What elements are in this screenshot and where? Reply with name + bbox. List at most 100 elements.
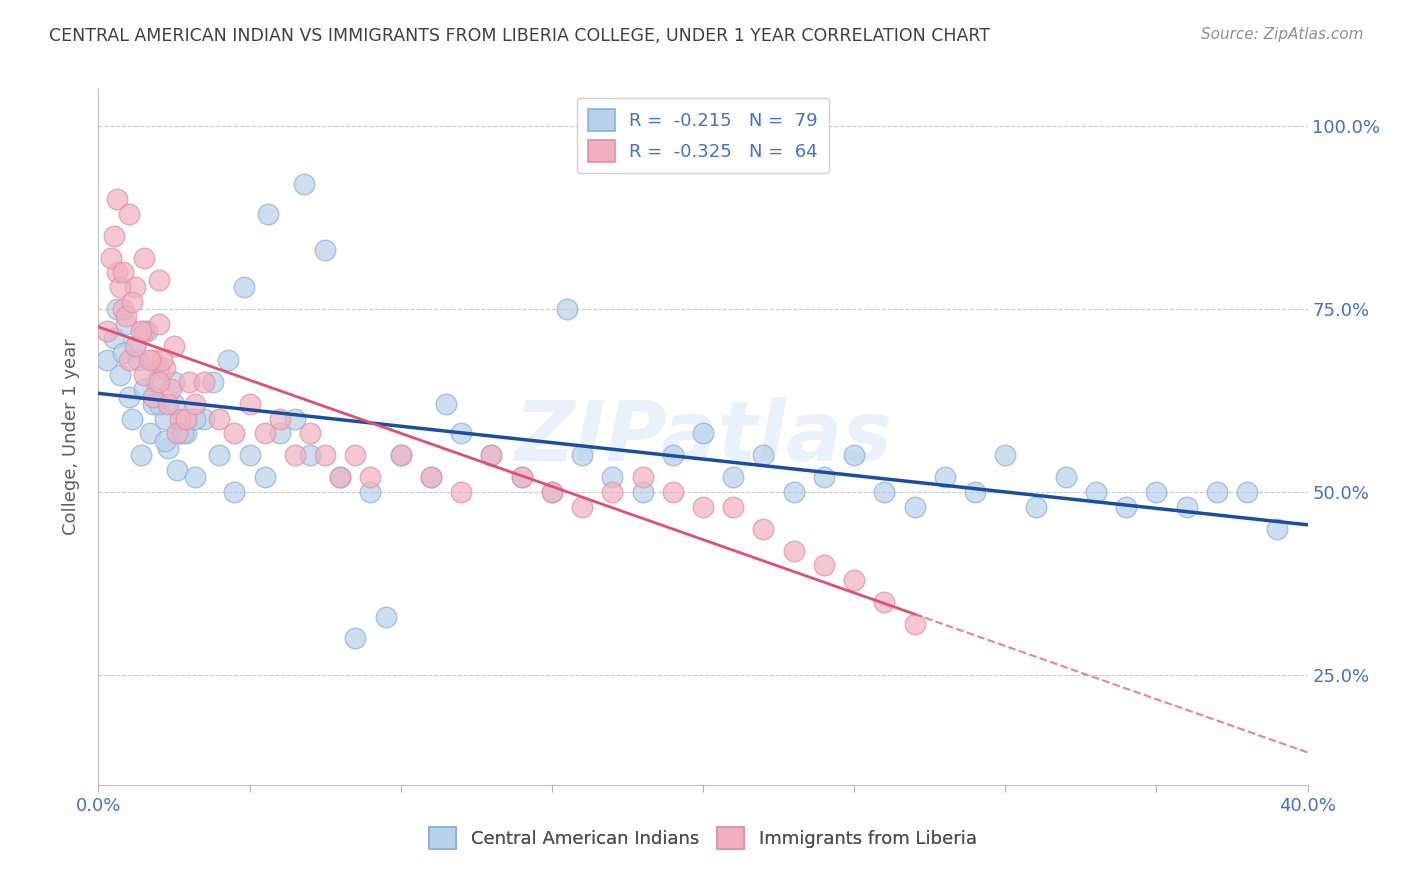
Point [844,449,866,463]
Point [813,470,835,484]
Point [555,301,578,316]
Point [450,426,472,441]
Point [1115,500,1137,514]
Point [873,595,896,609]
Point [124,280,146,294]
Point [160,383,183,397]
Text: CENTRAL AMERICAN INDIAN VS IMMIGRANTS FROM LIBERIA COLLEGE, UNDER 1 YEAR CORRELA: CENTRAL AMERICAN INDIAN VS IMMIGRANTS FR… [49,27,990,45]
Point [121,411,143,425]
Point [374,609,396,624]
Point [148,360,170,375]
Point [329,470,352,484]
Point [193,411,215,425]
Point [139,353,162,368]
Point [111,346,134,360]
Point [284,411,307,425]
Point [692,500,714,514]
Point [510,470,533,484]
Point [284,449,307,463]
Point [129,324,152,338]
Point [156,441,179,455]
Point [269,426,291,441]
Point [783,485,806,500]
Point [217,353,239,368]
Point [114,310,136,324]
Point [135,324,157,338]
Y-axis label: College, Under 1 year: College, Under 1 year [62,339,80,535]
Point [510,470,533,484]
Point [105,301,128,316]
Point [142,397,165,411]
Point [256,207,278,221]
Text: ZIPatlas: ZIPatlas [515,397,891,477]
Point [103,331,125,345]
Point [100,251,122,265]
Point [163,397,186,411]
Point [184,470,207,484]
Legend: Central American Indians, Immigrants from Liberia: Central American Indians, Immigrants fro… [422,820,984,856]
Point [1144,485,1167,500]
Point [360,485,382,500]
Point [124,338,146,352]
Point [174,426,197,441]
Point [114,317,136,331]
Point [1024,500,1046,514]
Point [661,485,683,500]
Point [96,353,118,368]
Point [153,434,176,448]
Point [631,485,654,500]
Point [179,375,201,389]
Point [752,449,775,463]
Point [184,411,207,425]
Point [118,353,141,368]
Point [571,449,593,463]
Text: Source: ZipAtlas.com: Source: ZipAtlas.com [1201,27,1364,42]
Point [145,375,167,389]
Point [103,228,125,243]
Point [692,426,714,441]
Point [450,485,472,500]
Point [153,360,176,375]
Point [481,449,503,463]
Point [150,353,173,368]
Point [540,485,562,500]
Point [420,470,443,484]
Point [111,301,134,316]
Point [344,632,367,646]
Point [314,449,336,463]
Point [389,449,412,463]
Point [329,470,352,484]
Point [1206,485,1229,500]
Point [148,317,170,331]
Point [224,426,246,441]
Point [121,294,143,309]
Point [783,543,806,558]
Point [208,449,231,463]
Point [105,192,128,206]
Point [1236,485,1258,500]
Point [111,265,134,279]
Point [1054,470,1077,484]
Point [156,397,179,411]
Point [723,500,745,514]
Point [253,426,276,441]
Point [108,280,131,294]
Point [1267,522,1289,536]
Point [661,449,683,463]
Point [148,375,170,389]
Point [1175,500,1198,514]
Point [292,178,315,192]
Point [873,485,896,500]
Point [813,558,835,573]
Point [142,390,165,404]
Point [269,411,291,425]
Point [344,449,367,463]
Point [105,265,128,279]
Point [118,207,141,221]
Point [904,616,927,631]
Point [965,485,987,500]
Point [166,463,188,477]
Point [631,470,654,484]
Point [132,324,155,338]
Point [934,470,956,484]
